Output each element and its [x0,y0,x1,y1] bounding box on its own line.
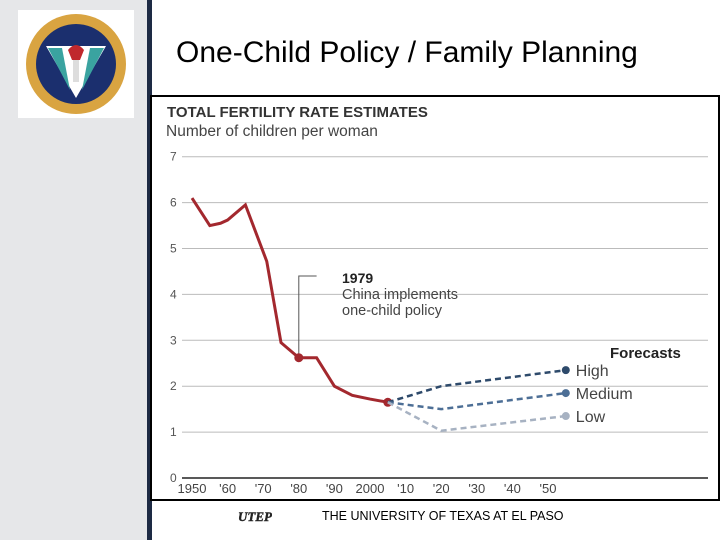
x-tick-label: '20 [433,481,450,496]
y-tick-label: 7 [170,150,177,164]
x-tick-label: 1950 [178,481,207,496]
legend-label-medium: Medium [576,386,633,403]
y-tick-label: 3 [170,333,177,347]
x-tick-label: '80 [290,481,307,496]
y-tick-label: 2 [170,379,177,393]
legend-label-low: Low [576,409,606,426]
series-line-high [387,368,566,404]
data-point-marker [294,353,304,363]
legend-marker-medium [561,389,570,398]
x-tick-label: '90 [326,481,343,496]
series-line-historical [190,197,389,404]
y-tick-label: 5 [170,242,177,256]
fertility-chart: TOTAL FERTILITY RATE ESTIMATES Number of … [166,104,708,496]
legend-marker-high [561,366,570,375]
utep-logo-text: UTEP [238,509,272,524]
legend-marker-low [561,412,570,421]
x-tick-label: '40 [504,481,521,496]
annotation-year: 1979 [342,270,373,286]
y-tick-label: 0 [170,471,177,485]
chart-title: TOTAL FERTILITY RATE ESTIMATES [167,104,428,121]
x-tick-label: '70 [255,481,272,496]
legend-label-high: High [576,363,609,380]
x-tick-label: '10 [397,481,414,496]
chart-subtitle: Number of children per woman [166,123,378,140]
annotation-leader [298,275,317,358]
y-tick-label: 6 [170,196,177,210]
footer-university-name: THE UNIVERSITY OF TEXAS AT EL PASO [322,509,564,523]
utep-logo: UTEP [238,509,272,524]
legend-title: Forecasts [610,345,681,362]
x-tick-label: '60 [219,481,236,496]
chart-frame [150,95,720,501]
sidebar-divider [147,0,152,540]
annotation-text: one-child policy [342,303,443,319]
slide-title: One-Child Policy / Family Planning [176,36,638,69]
y-tick-label: 4 [170,287,177,301]
annotation-text: China implements [342,287,458,303]
series-line-low [387,401,566,433]
x-tick-label: '30 [468,481,485,496]
college-logo [18,10,134,118]
x-tick-label: '50 [540,481,557,496]
x-tick-label: 2000 [356,481,385,496]
y-tick-label: 1 [170,425,177,439]
series-line-medium [387,391,566,411]
